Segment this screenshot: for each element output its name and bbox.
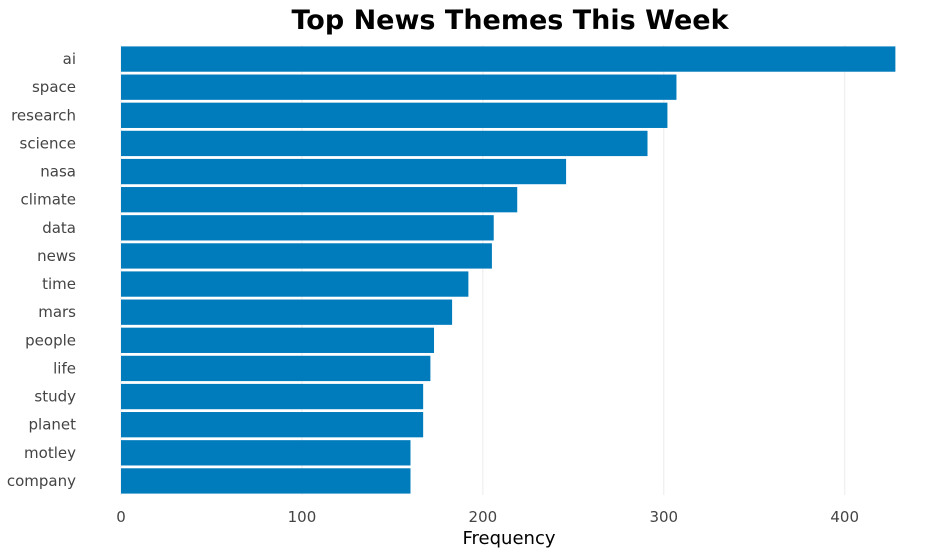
category-label-science: science [20,134,76,152]
bar-people [121,327,435,353]
category-label-people: people [25,331,76,349]
bar-life [121,355,431,382]
category-label-mars: mars [38,303,76,321]
bar-nasa [121,158,567,185]
x-tick-label: 400 [830,508,859,526]
category-labels: ai space research science nasa climate data new… [7,50,76,490]
category-label-company: company [7,472,76,490]
bar-science [121,130,648,157]
category-label-motley: motley [24,444,76,462]
category-label-data: data [42,219,76,237]
bar-ai [121,46,896,72]
bar-time [121,271,469,297]
bar-planet [121,412,424,438]
bar-news [121,243,492,269]
category-label-research: research [11,106,76,124]
bar-data [121,215,494,241]
category-label-news: news [37,247,76,265]
category-label-ai: ai [63,50,76,68]
x-tick-label: 0 [116,508,126,526]
category-label-planet: planet [29,416,77,434]
category-label-time: time [42,275,76,293]
chart-title: Top News Themes This Week [291,5,729,36]
category-label-study: study [34,388,76,406]
bars [121,46,896,494]
x-tick-labels: 0 100 200 300 400 [116,508,859,526]
bar-research [121,102,668,128]
x-tick-label: 100 [288,508,317,526]
bar-space [121,74,677,100]
bar-company [121,468,411,494]
category-label-climate: climate [21,191,77,209]
category-label-life: life [53,359,76,377]
bar-study [121,383,424,410]
bar-mars [121,299,453,325]
x-tick-label: 200 [469,508,498,526]
bar-motley [121,440,411,466]
x-tick-label: 300 [649,508,678,526]
category-label-space: space [32,78,76,96]
bar-climate [121,187,518,213]
category-label-nasa: nasa [40,163,76,181]
x-axis-title: Frequency [463,528,556,549]
